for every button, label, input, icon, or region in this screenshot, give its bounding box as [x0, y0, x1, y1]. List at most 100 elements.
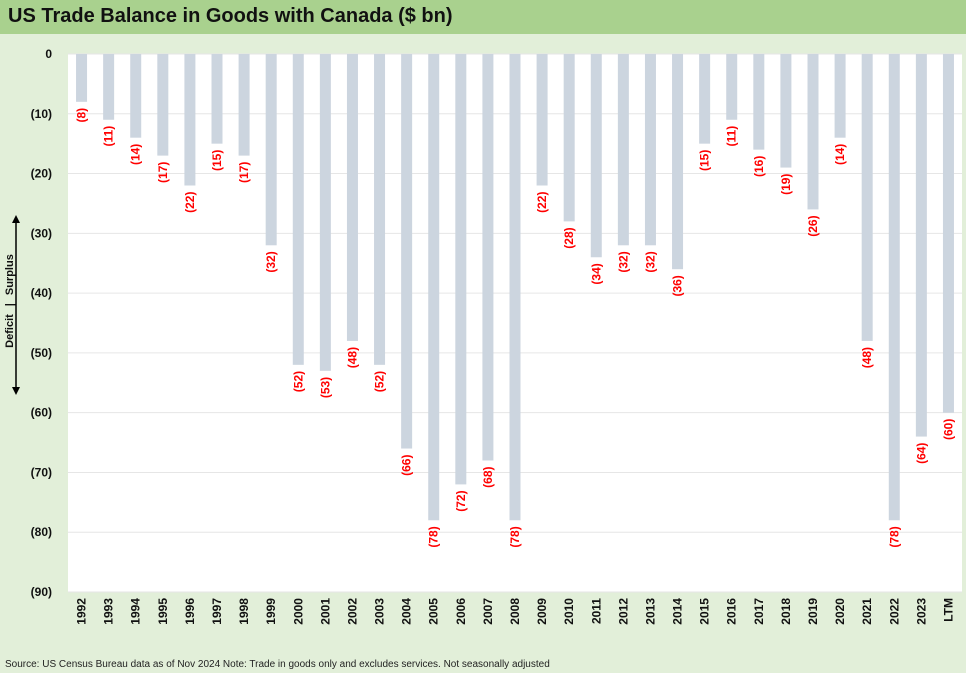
x-tick-label: 2022: [887, 598, 901, 625]
title-bar: US Trade Balance in Goods with Canada ($…: [0, 0, 966, 34]
data-label: (22): [183, 192, 197, 213]
y-tick-label: (10): [31, 107, 52, 121]
x-tick-label: 1992: [75, 598, 89, 625]
double-arrow-icon: [12, 215, 20, 395]
source-note: Source: US Census Bureau data as of Nov …: [5, 659, 550, 670]
data-label: (68): [481, 466, 495, 487]
y-tick-label: (60): [31, 406, 52, 420]
x-tick-label: 2018: [779, 598, 793, 625]
y-tick-label: (90): [31, 585, 52, 599]
bar: [807, 54, 819, 210]
x-tick-label: 1998: [237, 598, 251, 625]
bar: [617, 54, 629, 246]
x-tick-label: 2010: [562, 598, 576, 625]
x-tick-label: 2003: [373, 598, 387, 625]
bar: [726, 54, 738, 120]
x-tick-label: 2005: [427, 598, 441, 625]
data-label: (53): [318, 377, 332, 398]
data-label: (11): [102, 126, 116, 147]
bar: [238, 54, 250, 156]
y-tick-label: (30): [31, 226, 52, 240]
x-tick-label: 2001: [318, 598, 332, 625]
bar: [346, 54, 358, 341]
bar: [319, 54, 331, 371]
note-divider: |: [4, 303, 16, 307]
bar: [428, 54, 440, 521]
y-tick-label: (70): [31, 465, 52, 479]
x-tick-label: 1996: [183, 598, 197, 625]
x-tick-label: 2007: [481, 598, 495, 625]
x-tick-label: 1995: [156, 598, 170, 625]
x-tick-label: 2000: [291, 598, 305, 625]
bar: [672, 54, 684, 270]
x-tick-label: 2004: [400, 598, 414, 625]
deficit-label: Deficit: [4, 314, 16, 348]
data-label: (52): [373, 371, 387, 392]
bar: [753, 54, 765, 150]
data-label: (32): [264, 251, 278, 272]
x-tick-label: LTM: [941, 598, 955, 622]
chart-title: US Trade Balance in Goods with Canada ($…: [8, 5, 453, 27]
bar: [509, 54, 521, 521]
bar: [942, 54, 954, 413]
x-tick-label: 1994: [129, 598, 143, 625]
data-label: (48): [860, 347, 874, 368]
data-label: (36): [671, 275, 685, 296]
bar-chart: 0 (10) (20) (30) (40) (50) (60) (70) (80) (90) (8)…: [31, 47, 962, 625]
x-tick-label: 2014: [671, 598, 685, 625]
x-tick-label: 1997: [210, 598, 224, 625]
surplus-label: Surplus: [4, 254, 16, 296]
data-label: (78): [508, 526, 522, 547]
deficit-surplus-note: Deficit | Surplus: [0, 215, 20, 395]
bar: [861, 54, 873, 341]
data-label: (17): [237, 162, 251, 183]
data-label: (60): [941, 419, 955, 440]
bar: [401, 54, 413, 449]
bar: [590, 54, 602, 258]
x-tick-label: 2012: [616, 598, 630, 625]
y-tick-label: 0: [45, 47, 52, 61]
bar: [130, 54, 142, 138]
bar: [915, 54, 927, 437]
data-label: (14): [833, 144, 847, 165]
bar: [184, 54, 196, 186]
bar: [563, 54, 575, 222]
x-tick-label: 2019: [806, 598, 820, 625]
data-label: (32): [643, 251, 657, 272]
y-tick-label: (50): [31, 346, 52, 360]
bar: [780, 54, 792, 168]
bar: [211, 54, 223, 144]
y-tick-label: (40): [31, 286, 52, 300]
x-tick-label: 1999: [264, 598, 278, 625]
bar: [292, 54, 304, 365]
x-tick-label: 2021: [860, 598, 874, 625]
data-label: (48): [345, 347, 359, 368]
data-label: (26): [806, 215, 820, 236]
bar: [834, 54, 846, 138]
data-label: (78): [427, 526, 441, 547]
bar: [482, 54, 494, 461]
x-tick-label: 2017: [752, 598, 766, 625]
bar: [157, 54, 169, 156]
bar: [699, 54, 711, 144]
data-label: (52): [291, 371, 305, 392]
data-label: (8): [75, 108, 89, 123]
data-label: (64): [914, 443, 928, 464]
x-tick-label: 2006: [454, 598, 468, 625]
bar: [265, 54, 277, 246]
data-label: (19): [779, 174, 793, 195]
x-tick-label: 2016: [725, 598, 739, 625]
x-tick-label: 2023: [914, 598, 928, 625]
bar: [644, 54, 656, 246]
data-label: (16): [752, 156, 766, 177]
data-label: (32): [616, 251, 630, 272]
bar: [536, 54, 548, 186]
x-tick-label: 2008: [508, 598, 522, 625]
data-label: (15): [698, 150, 712, 171]
bar: [888, 54, 900, 521]
x-tick-label: 2009: [535, 598, 549, 625]
x-tick-label: 2015: [698, 598, 712, 625]
x-tick-label: 1993: [102, 598, 116, 625]
x-tick-label: 2013: [643, 598, 657, 625]
bar: [103, 54, 115, 120]
